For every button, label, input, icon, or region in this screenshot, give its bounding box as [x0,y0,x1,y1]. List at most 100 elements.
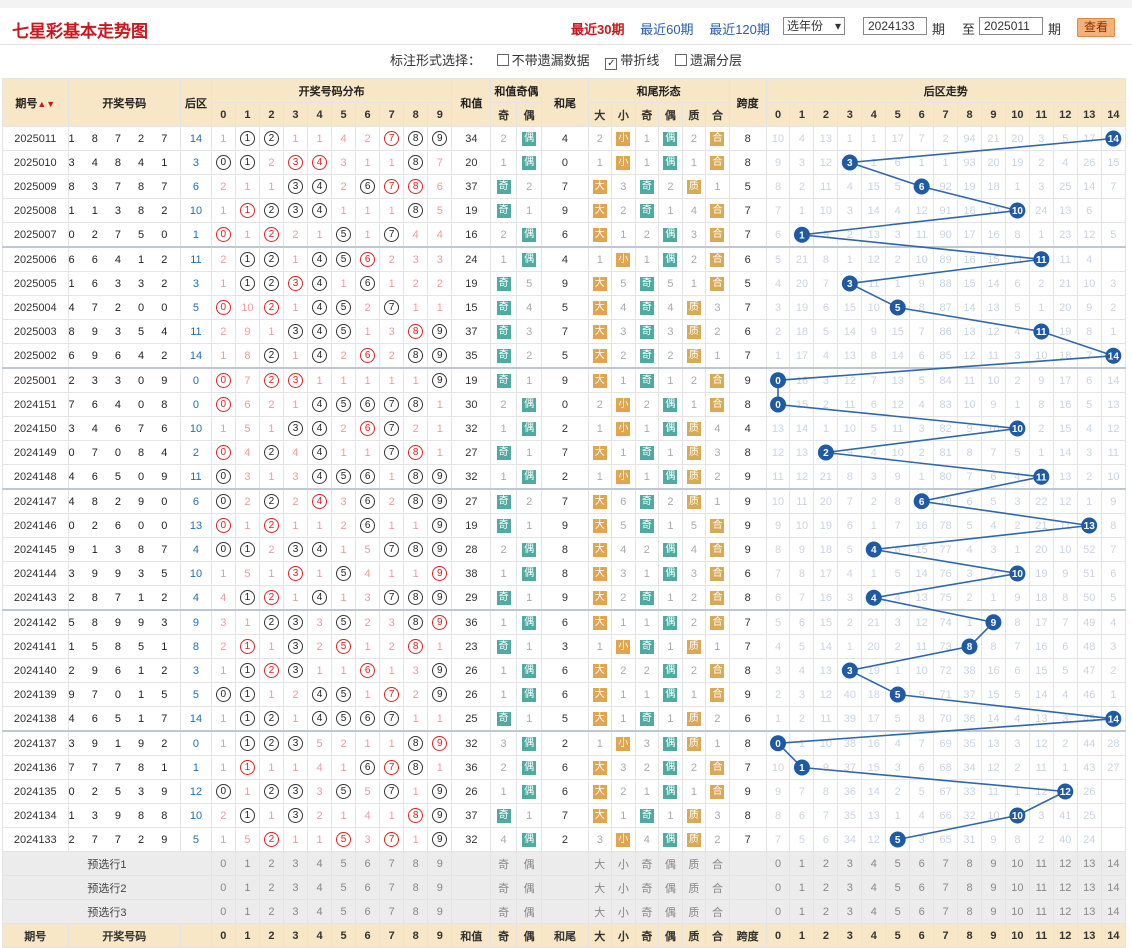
preview-back[interactable]: 9 [980,851,1006,876]
preview-back[interactable]: 0 [765,875,791,900]
preview-back[interactable]: 11 [1028,851,1054,876]
preview-parity[interactable]: 奇 [490,851,517,876]
preview-digit[interactable]: 6 [355,875,381,900]
preview-back[interactable]: 7 [933,899,959,924]
preview-back[interactable]: 6 [909,899,935,924]
preview-digit[interactable]: 5 [331,899,357,924]
preview-tail-form[interactable]: 质 [681,875,707,900]
preview-parity[interactable]: 偶 [515,899,543,924]
preview-back[interactable]: 14 [1100,851,1127,876]
preview-back[interactable]: 12 [1052,851,1078,876]
preview-back[interactable]: 6 [909,851,935,876]
preview-digit[interactable]: 7 [379,899,405,924]
preview-digit[interactable]: 7 [379,875,405,900]
preview-digit[interactable]: 0 [210,875,236,900]
preview-back[interactable]: 2 [813,851,839,876]
preview-back[interactable]: 1 [789,899,815,924]
preview-back[interactable]: 11 [1028,875,1054,900]
preview-digit[interactable]: 6 [355,851,381,876]
preview-digit[interactable]: 3 [282,875,309,900]
preview-digit[interactable]: 7 [379,851,405,876]
preview-back[interactable]: 5 [885,899,911,924]
preview-back[interactable]: 9 [980,875,1006,900]
preview-tail-form[interactable]: 质 [681,851,707,876]
preview-digit[interactable]: 1 [234,875,260,900]
preview-back[interactable]: 7 [933,875,959,900]
preview-back[interactable]: 13 [1076,875,1102,900]
preview-tail-form[interactable]: 质 [681,899,707,924]
preview-back[interactable]: 4 [861,875,887,900]
preview-digit[interactable]: 5 [331,875,357,900]
preview-back[interactable]: 13 [1076,899,1102,924]
preview-back[interactable]: 14 [1100,899,1127,924]
preview-digit[interactable]: 2 [258,875,284,900]
preview-digit[interactable]: 8 [403,899,429,924]
preview-digit[interactable]: 9 [427,875,453,900]
preview-tail-form[interactable]: 偶 [658,875,683,900]
period-120-link[interactable]: 最近120期 [709,22,770,37]
preview-digit[interactable]: 9 [427,899,453,924]
preview-row[interactable]: 预选行2 0 1 2 3 4 5 6 7 8 9 奇偶大小奇偶质合 0 1 2 3 4 5 6 7 8 9 10 11 12 13… [2,875,1127,900]
preview-digit[interactable]: 1 [234,851,260,876]
preview-back[interactable]: 4 [861,851,887,876]
preview-parity[interactable]: 偶 [515,875,543,900]
preview-digit[interactable]: 0 [210,899,236,924]
preview-digit[interactable]: 4 [306,875,333,900]
preview-row[interactable]: 预选行1 0 1 2 3 4 5 6 7 8 9 奇偶大小奇偶质合 0 1 2 3 4 5 6 7 8 9 10 11 12 13… [2,851,1127,876]
preview-tail-form[interactable]: 大 [587,875,613,900]
period-60-link[interactable]: 最近60期 [640,22,694,37]
preview-back[interactable]: 10 [1004,899,1030,924]
preview-digit[interactable]: 8 [403,851,429,876]
preview-digit[interactable]: 2 [258,851,284,876]
preview-back[interactable]: 6 [909,875,935,900]
query-button[interactable]: 查看 [1077,18,1115,37]
preview-row[interactable]: 预选行3 0 1 2 3 4 5 6 7 8 9 奇偶大小奇偶质合 0 1 2 3 4 5 6 7 8 9 10 11 12 13… [2,899,1127,924]
preview-tail-form[interactable]: 合 [705,899,730,924]
checkbox-polyline[interactable]: ✓ [605,58,618,70]
preview-back[interactable]: 12 [1052,875,1078,900]
preview-tail-form[interactable]: 奇 [634,899,660,924]
preview-tail-form[interactable]: 大 [587,899,613,924]
preview-parity[interactable]: 奇 [490,899,517,924]
preview-parity[interactable]: 偶 [515,851,543,876]
preview-back[interactable]: 10 [1004,851,1030,876]
preview-back[interactable]: 2 [813,899,839,924]
preview-digit[interactable]: 3 [282,899,309,924]
sort-icon[interactable]: ▲▼ [37,98,56,109]
preview-tail-form[interactable]: 偶 [658,851,683,876]
year-select[interactable]: 选年份 ▾ [783,17,845,35]
preview-back[interactable]: 10 [1004,875,1030,900]
preview-back[interactable]: 12 [1052,899,1078,924]
preview-digit[interactable]: 9 [427,851,453,876]
col-period-header[interactable]: 期号▲▼ [2,78,69,127]
preview-back[interactable]: 5 [885,875,911,900]
preview-back[interactable]: 8 [957,899,982,924]
preview-back[interactable]: 0 [765,899,791,924]
preview-tail-form[interactable]: 偶 [658,899,683,924]
preview-digit[interactable]: 2 [258,899,284,924]
preview-tail-form[interactable]: 合 [705,851,730,876]
preview-back[interactable]: 3 [837,899,863,924]
checkbox-missing-layer[interactable] [674,54,687,66]
preview-tail-form[interactable]: 合 [705,875,730,900]
preview-digit[interactable]: 5 [331,851,357,876]
preview-back[interactable]: 8 [957,851,982,876]
checkbox-no-missing[interactable] [496,54,509,66]
preview-digit[interactable]: 3 [282,851,309,876]
range-to-input[interactable]: 2025011 [979,17,1043,35]
preview-tail-form[interactable]: 小 [611,875,636,900]
preview-tail-form[interactable]: 小 [611,851,636,876]
preview-back[interactable]: 7 [933,851,959,876]
preview-digit[interactable]: 6 [355,899,381,924]
preview-digit[interactable]: 4 [306,899,333,924]
preview-back[interactable]: 9 [980,899,1006,924]
preview-tail-form[interactable]: 奇 [634,875,660,900]
preview-back[interactable]: 1 [789,875,815,900]
range-from-input[interactable]: 2024133 [863,17,927,35]
preview-digit[interactable]: 4 [306,851,333,876]
preview-back[interactable]: 14 [1100,875,1127,900]
preview-back[interactable]: 0 [765,851,791,876]
preview-digit[interactable]: 1 [234,899,260,924]
preview-back[interactable]: 11 [1028,899,1054,924]
preview-tail-form[interactable]: 大 [587,851,613,876]
